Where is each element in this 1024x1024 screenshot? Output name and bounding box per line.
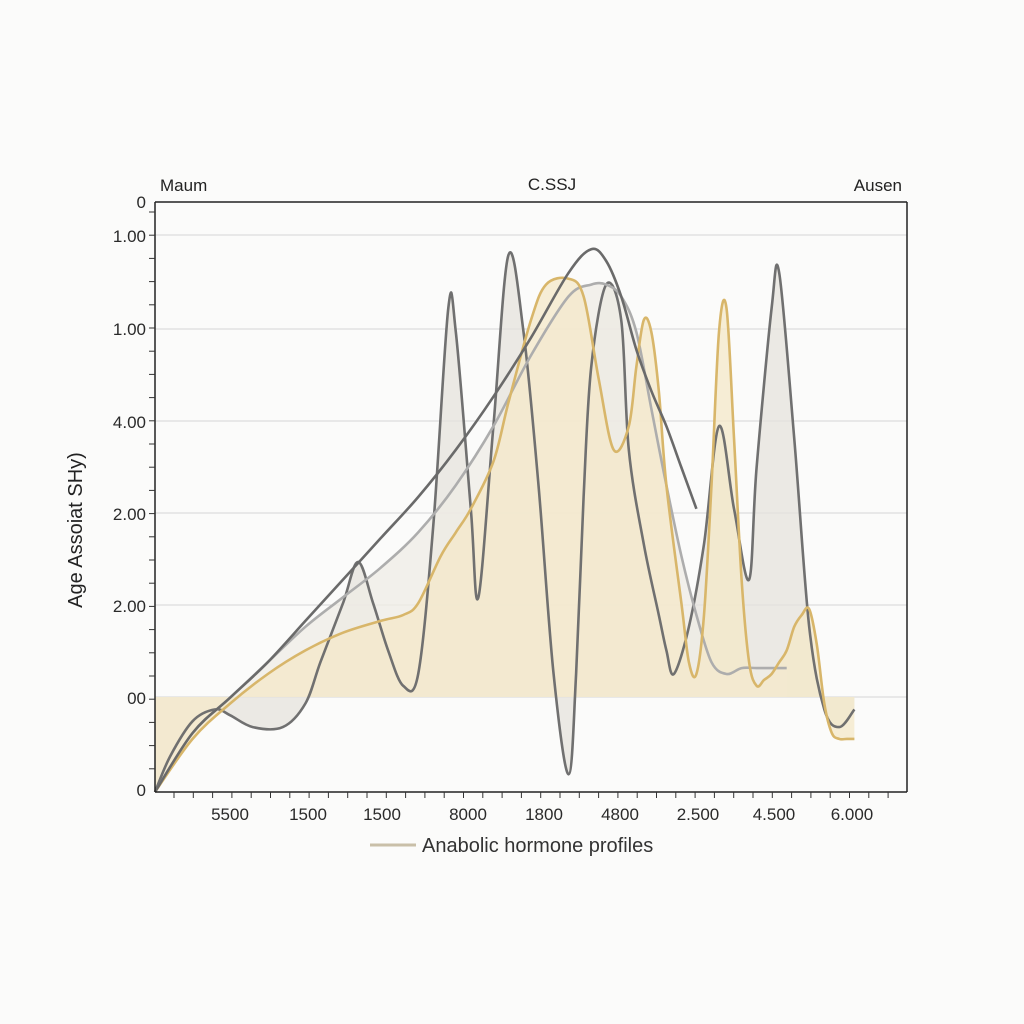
header-label-right: Ausen	[854, 176, 902, 195]
x-tick-label: 4800	[601, 805, 639, 824]
y-tick-label: 4.00	[113, 413, 146, 432]
y-tick-label: 0	[137, 193, 146, 212]
x-tick-label: 1500	[363, 805, 401, 824]
y-tick-label: 2.00	[113, 505, 146, 524]
x-tick-label: 6.000	[831, 805, 874, 824]
plot-frame	[154, 201, 908, 793]
header-label-left: Maum	[160, 176, 207, 195]
x-tick-label: 5500	[211, 805, 249, 824]
y-minor-ticks	[149, 211, 155, 770]
y-tick-label: 1.00	[113, 320, 146, 339]
x-tick-label: 1800	[525, 805, 563, 824]
series-line	[153, 276, 855, 793]
series-line	[153, 247, 698, 793]
series-lines	[153, 247, 856, 793]
x-tick-label: 1500	[289, 805, 327, 824]
x-tick-label: 8000	[449, 805, 487, 824]
x-tick-label: 4.500	[753, 805, 796, 824]
y-axis-title: Age Assoiat SHy)	[65, 452, 87, 608]
y-tick-label: 2.00	[113, 597, 146, 616]
x-tick-label: 2.500	[677, 805, 720, 824]
y-tick-label: 00	[127, 689, 146, 708]
series-line	[153, 281, 787, 793]
y-tick-label: 1.00	[113, 227, 146, 246]
y-tick-label: 0	[137, 781, 146, 800]
x-minor-ticks	[173, 792, 889, 798]
header-label-center: C.SSJ	[528, 175, 576, 194]
legend-label: Anabolic hormone profiles	[422, 835, 653, 857]
